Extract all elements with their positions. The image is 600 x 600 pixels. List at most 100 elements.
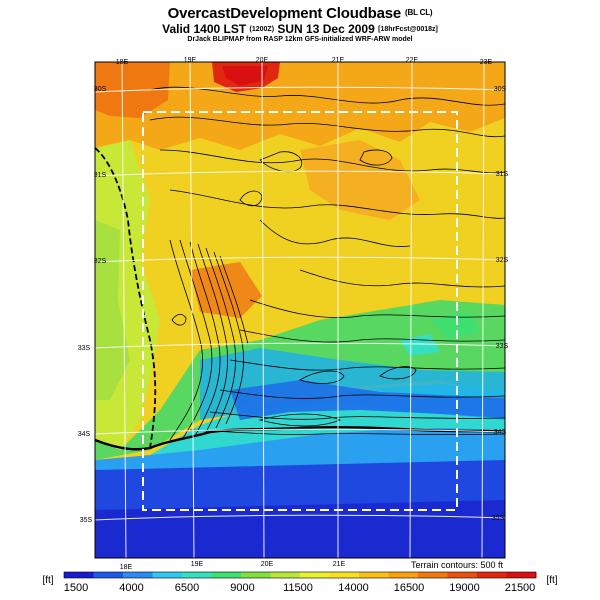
colorbar-swatch xyxy=(211,572,242,578)
colorbar-labels: 1500 4000 6500 9000 11500 14000 16500 19000 2150… xyxy=(64,582,536,594)
right-lat-label: 31S xyxy=(496,171,509,178)
title-suffix: (BL CL) xyxy=(405,8,433,17)
contour-ring-5 xyxy=(299,370,345,384)
field-ocean-deep xyxy=(95,500,505,558)
contour-17 xyxy=(219,389,505,399)
colorbar-swatch xyxy=(447,572,478,578)
right-lat-label: 35S xyxy=(492,515,505,522)
colorbar-swatch xyxy=(64,572,94,578)
top-lon-label: 21E xyxy=(332,57,345,64)
inner-domain-box xyxy=(142,111,458,511)
colorbar-swatch xyxy=(123,572,153,578)
header: OvercastDevelopment Cloudbase (BL CL) Va… xyxy=(0,5,600,43)
colorbar-swatch xyxy=(241,572,271,578)
right-lat-label: 32S xyxy=(496,257,509,264)
right-lat-labels: 30S 31S 32S 33S 34S 35S xyxy=(492,86,509,522)
title-main: OvercastDevelopment Cloudbase xyxy=(167,5,402,22)
field-orange-north xyxy=(95,62,505,150)
contour-8 xyxy=(149,86,505,106)
colorbar-tick-label: 14000 xyxy=(338,582,369,594)
colorbar-swatch xyxy=(329,572,360,578)
left-lat-labels: 30S 31S 32S 33S 34S 35S xyxy=(78,86,107,524)
terrain-caption: Terrain contours: 500 ft xyxy=(411,560,504,570)
colorbar-unit-left: [ft] xyxy=(42,575,53,586)
bottom-lon-labels: 18E 19E 20E 21E xyxy=(120,561,346,571)
colorbar-swatch xyxy=(506,572,537,578)
colorbar-tick-label: 1500 xyxy=(64,582,88,594)
top-lon-labels: 18E 19E 20E 21E 22E 23E xyxy=(116,57,493,66)
colorbar-swatch xyxy=(359,572,389,578)
contour-5 xyxy=(205,247,236,429)
left-lat-label: 30S xyxy=(94,86,107,93)
contour-1 xyxy=(169,239,204,441)
colorbar-tick-label: 16500 xyxy=(394,582,425,594)
field-west-green xyxy=(95,220,130,400)
valid-main: Valid 1400 LST xyxy=(162,21,247,36)
left-lat-label: 32S xyxy=(94,258,107,265)
top-lon-label: 18E xyxy=(116,59,129,66)
colorbar-swatch xyxy=(300,572,330,578)
contour-ring-1 xyxy=(259,151,303,173)
top-lon-label: 20E xyxy=(256,57,269,64)
colorbar-swatch xyxy=(182,572,212,578)
contour-7 xyxy=(219,255,249,345)
top-lon-label: 19E xyxy=(184,57,197,64)
contour-ring-4 xyxy=(171,314,187,326)
colorbar-tick-label: 9000 xyxy=(230,582,254,594)
colorbar-swatch xyxy=(388,572,419,578)
colorbar-tick-label: 21500 xyxy=(505,582,536,594)
contour-3 xyxy=(189,241,221,437)
contour-16 xyxy=(229,359,505,371)
colorbar-tick-label: 4000 xyxy=(119,582,143,594)
colorbar-swatch xyxy=(477,572,507,578)
contour-11 xyxy=(169,189,505,219)
field-red-core xyxy=(222,66,268,86)
valid-date: SUN 13 Dec 2009 xyxy=(277,21,375,36)
contour-19 xyxy=(189,429,505,435)
contour-ring-3 xyxy=(239,190,263,207)
map-title: OvercastDevelopment Cloudbase (BL CL) xyxy=(0,5,600,23)
top-lon-label: 22E xyxy=(406,57,419,64)
contour-10 xyxy=(159,149,505,174)
valid-code: (1200Z) xyxy=(249,25,275,33)
left-lat-label: 34S xyxy=(78,431,91,438)
contour-15 xyxy=(239,329,505,343)
left-lat-label: 31S xyxy=(94,172,107,179)
left-lat-label: 35S xyxy=(80,517,93,524)
map-border xyxy=(94,61,506,559)
valid-time: Valid 1400 LST (1200Z) SUN 13 Dec 2009 [… xyxy=(0,21,600,36)
field-coastal-lowcloud-core xyxy=(230,380,505,420)
terrain-contours xyxy=(149,86,505,441)
colorbar-unit-right: [ft] xyxy=(546,575,557,586)
graticule xyxy=(95,62,505,558)
colorbar-swatch xyxy=(93,572,124,578)
bottom-lon-label: 19E xyxy=(191,561,204,568)
right-lat-label: 34S xyxy=(494,429,507,436)
contour-14 xyxy=(249,299,505,319)
credit-line: DrJack BLIPMAP from RASP 12km GFS-initia… xyxy=(187,35,413,43)
colorbar-tick-label: 19000 xyxy=(449,582,480,594)
contour-2 xyxy=(179,239,213,441)
contour-13 xyxy=(299,269,505,288)
contour-6 xyxy=(213,251,244,425)
valid-forecast: [18hrFcst@0018z] xyxy=(378,25,438,33)
colorbar-border xyxy=(63,571,537,579)
field-orange-sw xyxy=(190,262,262,318)
bottom-lon-label: 20E xyxy=(261,561,274,568)
left-lat-label: 33S xyxy=(78,345,91,352)
bottom-lon-label: 18E xyxy=(120,564,133,571)
top-lon-label: 23E xyxy=(480,59,493,66)
colorbar-tick-label: 11500 xyxy=(283,582,313,594)
province-border xyxy=(95,147,157,449)
colorbar xyxy=(63,571,537,579)
forecast-field xyxy=(95,62,505,558)
colorbar-swatch xyxy=(270,572,301,578)
right-lat-label: 33S xyxy=(496,343,509,350)
contour-12 xyxy=(259,219,411,247)
field-patch-a xyxy=(430,312,480,340)
bottom-lon-label: 21E xyxy=(333,561,346,568)
colorbar-swatch xyxy=(152,572,183,578)
contour-ring-2 xyxy=(359,149,393,166)
